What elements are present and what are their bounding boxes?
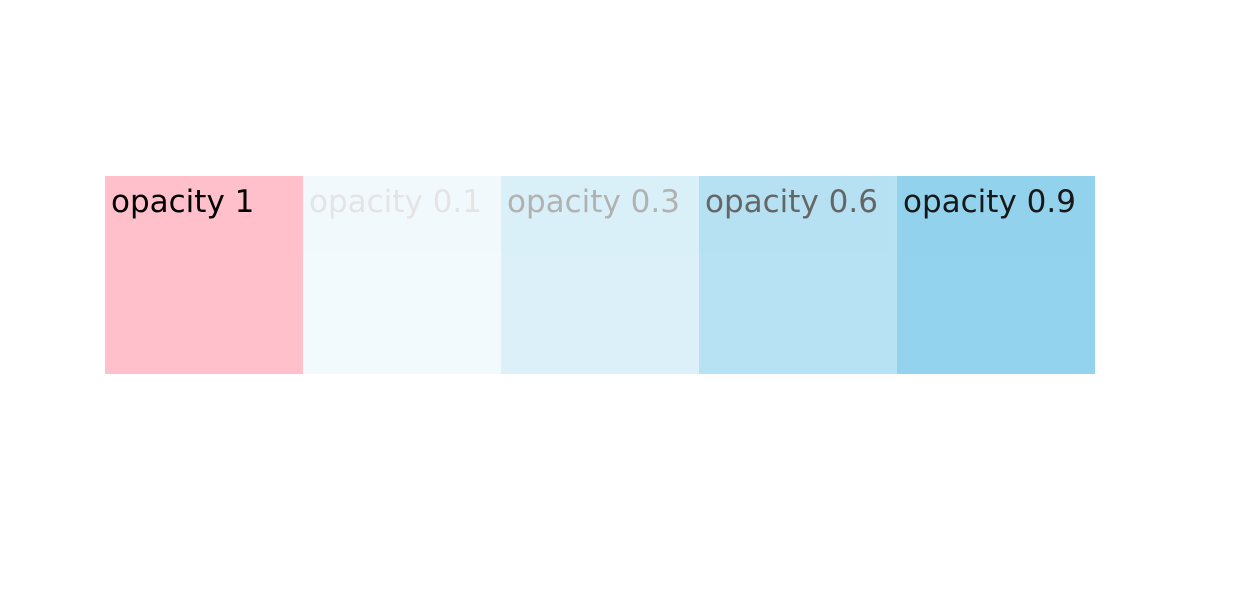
opacity-box-0-3: opacity 0.3 [501,176,699,374]
opacity-box-label: opacity 0.3 [507,184,680,220]
opacity-box-label: opacity 0.1 [309,184,482,220]
opacity-box-label: opacity 1 [111,184,255,220]
opacity-box-label: opacity 0.6 [705,184,878,220]
opacity-box-label: opacity 0.9 [903,184,1076,220]
opacity-demo-row: opacity 1 opacity 0.1 opacity 0.3 opacit… [105,176,1095,374]
opacity-box-0-1: opacity 0.1 [303,176,501,374]
opacity-box-1: opacity 1 [105,176,303,374]
opacity-box-0-9: opacity 0.9 [897,176,1095,374]
opacity-box-0-6: opacity 0.6 [699,176,897,374]
